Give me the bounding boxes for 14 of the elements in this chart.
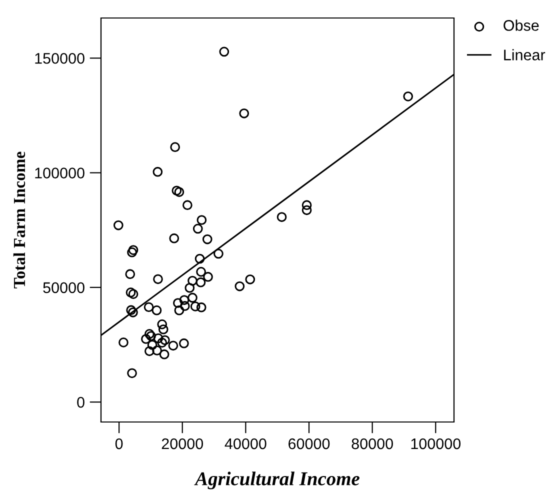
y-tick-label: 150000 [35,52,84,64]
x-tick-label: 100000 [411,438,461,450]
legend-label: Obse [504,20,539,31]
x-axis-title: Agricultural Income [194,472,360,490]
y-tick-label: 100000 [35,168,84,178]
legend-label: Linear [504,49,546,60]
y-tick-label: 0 [77,396,84,408]
y-axis-title: Total Farm Income [13,152,26,288]
x-tick-label: 0 [115,438,123,450]
x-tick-label: 80000 [352,438,393,450]
x-tick-label: 20000 [162,438,204,450]
x-tick-label: 40000 [224,438,266,450]
y-tick-label: 50000 [43,282,84,294]
x-tick-label: 60000 [288,438,330,450]
